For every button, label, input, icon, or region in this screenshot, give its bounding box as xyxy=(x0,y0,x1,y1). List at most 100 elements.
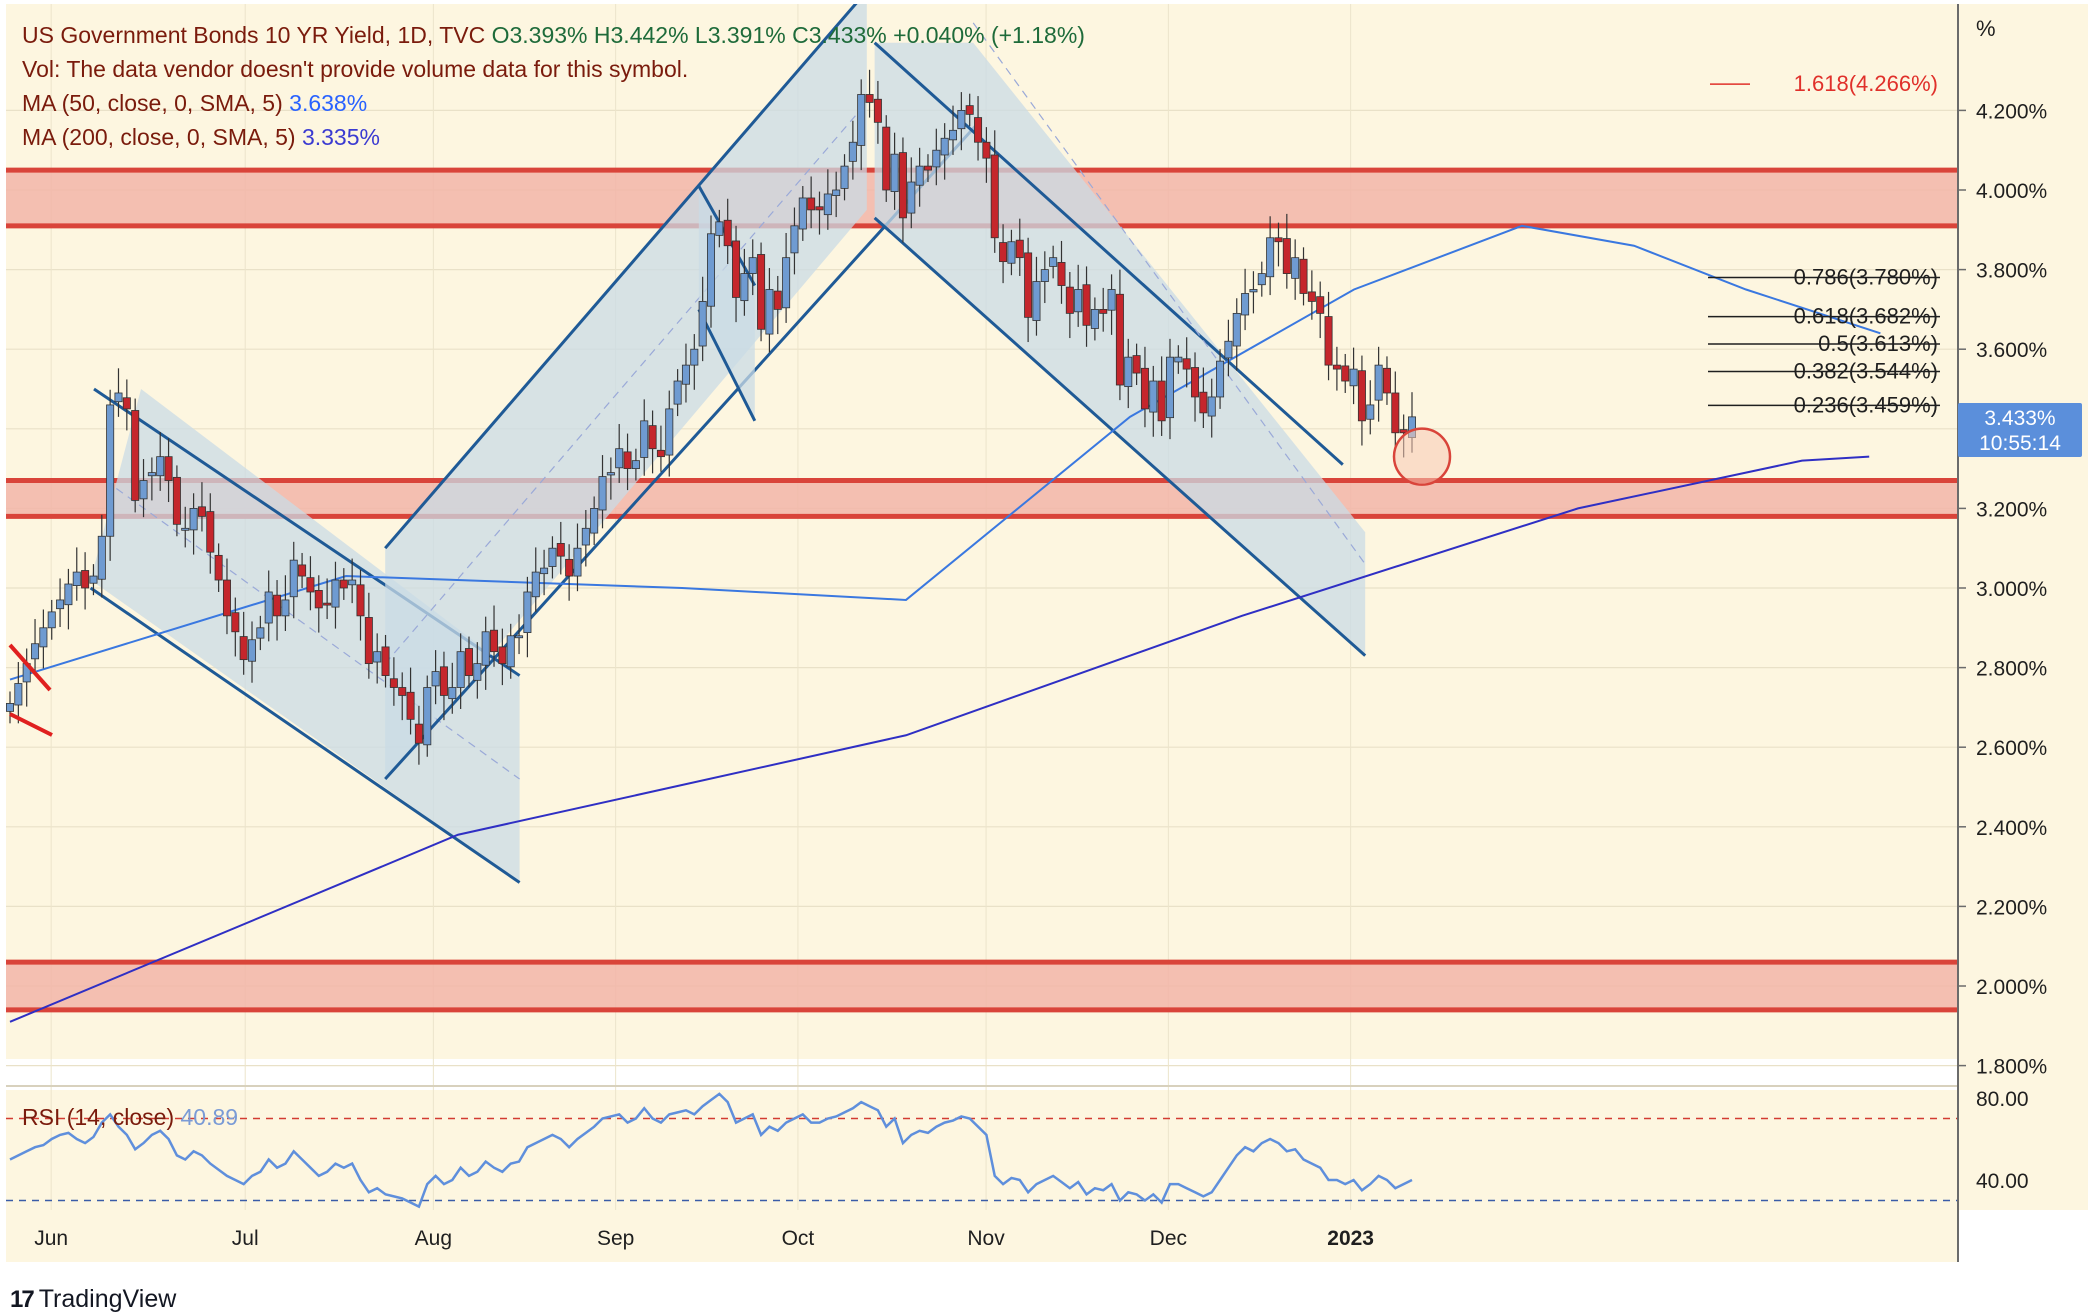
ma200-legend[interactable]: MA (200, close, 0, SMA, 5) 3.335% xyxy=(22,120,1085,154)
candle-body xyxy=(323,602,332,606)
candle xyxy=(1232,298,1241,371)
ma200-line xyxy=(9,455,1870,1023)
candle xyxy=(1216,349,1225,409)
channel-aug-oct-upper xyxy=(384,4,858,550)
candle-body xyxy=(848,141,857,162)
candle xyxy=(131,398,140,513)
candle xyxy=(39,609,48,669)
candle-body xyxy=(857,94,866,146)
candle xyxy=(1074,264,1083,327)
candle-body xyxy=(523,591,532,633)
candle-body xyxy=(197,506,206,517)
candle-body xyxy=(648,425,657,450)
candle-body xyxy=(1090,308,1099,329)
candle xyxy=(1007,229,1016,276)
candle xyxy=(932,128,941,186)
candle-body xyxy=(1332,364,1341,370)
candle-body xyxy=(1140,367,1149,410)
candle-body xyxy=(189,507,198,531)
candle xyxy=(1149,365,1158,437)
candle xyxy=(81,552,90,610)
candle-body xyxy=(882,126,891,191)
candle xyxy=(949,105,958,155)
last-price-badge: 3.433% 10:55:14 xyxy=(1958,403,2082,457)
candle xyxy=(389,657,398,706)
candle-body xyxy=(1324,316,1333,366)
candle xyxy=(990,130,999,253)
candle xyxy=(1182,337,1191,388)
candle xyxy=(306,556,315,611)
candle xyxy=(256,615,265,651)
candle xyxy=(882,115,891,202)
y-tick-label: 3.800% xyxy=(1976,260,2047,283)
candle-body xyxy=(481,631,490,666)
candle-body xyxy=(623,451,632,470)
candle-body xyxy=(264,591,273,624)
candle xyxy=(481,616,490,690)
candle-body xyxy=(239,636,248,661)
candle xyxy=(857,79,866,171)
y-tick-label: 1.800% xyxy=(1976,1056,2047,1079)
candle-body xyxy=(398,687,407,696)
candle xyxy=(681,343,690,403)
candle-body xyxy=(1399,429,1408,434)
ma50-legend[interactable]: MA (50, close, 0, SMA, 5) 3.638% xyxy=(22,86,1085,120)
ma200-label: MA (200, close, 0, SMA, 5) xyxy=(22,124,296,150)
candle-body xyxy=(289,559,298,598)
candle-body xyxy=(590,507,599,534)
candle xyxy=(331,561,340,629)
candle xyxy=(264,570,273,642)
candle xyxy=(698,276,707,362)
candle xyxy=(540,549,549,596)
candle xyxy=(197,482,206,532)
fibonacci-levels: 0.786(3.780%) 0.618(3.682%)0.5(3.613%)0.3… xyxy=(1708,71,1940,417)
channel-jun-aug-fill xyxy=(90,389,520,883)
candle xyxy=(1157,356,1166,436)
candle-body xyxy=(81,570,90,589)
channel-nov-jan-lower xyxy=(873,216,1367,657)
candle xyxy=(1249,271,1258,314)
candle xyxy=(1024,237,1033,343)
candle-body xyxy=(206,511,215,553)
tradingview-logo[interactable]: 17 TradingView xyxy=(10,1285,176,1314)
candle xyxy=(715,209,724,248)
rsi-pane xyxy=(6,1092,1958,1209)
candle xyxy=(1316,281,1325,339)
candle-body xyxy=(748,257,757,274)
candle-body xyxy=(1366,404,1375,420)
candle xyxy=(439,651,448,721)
candle xyxy=(156,431,165,491)
high-value: H3.442% xyxy=(593,22,689,48)
channel-aug-oct-lower xyxy=(384,121,980,781)
fib-level-label: 0.5(3.613%) xyxy=(1818,331,1938,356)
candle xyxy=(373,633,382,684)
candle xyxy=(323,578,332,620)
candle xyxy=(339,568,348,600)
candle xyxy=(631,448,640,481)
channel-aug-oct-fill xyxy=(385,4,867,780)
candle xyxy=(206,493,215,574)
candle-body xyxy=(1124,356,1133,388)
candle-body xyxy=(598,476,607,511)
candle-body xyxy=(473,663,482,681)
candle xyxy=(1266,216,1275,296)
channel-aug-oct-mid xyxy=(384,102,868,665)
candle xyxy=(623,433,632,491)
tradingview-wordmark: TradingView xyxy=(38,1285,177,1313)
candle-body xyxy=(890,153,899,192)
candle-body xyxy=(498,646,507,665)
candle-body xyxy=(740,273,749,302)
candle xyxy=(606,457,615,500)
symbol-title[interactable]: US Government Bonds 10 YR Yield, 1D, TVC xyxy=(22,22,486,48)
y-tick-label: 3.000% xyxy=(1976,578,2047,601)
candle-body xyxy=(1157,380,1166,422)
candle-body xyxy=(181,527,190,531)
candle xyxy=(690,334,699,390)
candle-body xyxy=(506,635,515,668)
rsi-legend[interactable]: RSI (14, close) 40.89 xyxy=(22,1104,238,1131)
candle-body xyxy=(865,94,874,103)
rsi-line xyxy=(9,1092,1413,1209)
y-tick-label: 2.400% xyxy=(1976,817,2047,840)
candle-body xyxy=(673,380,682,405)
red-marker-lower xyxy=(9,712,53,737)
